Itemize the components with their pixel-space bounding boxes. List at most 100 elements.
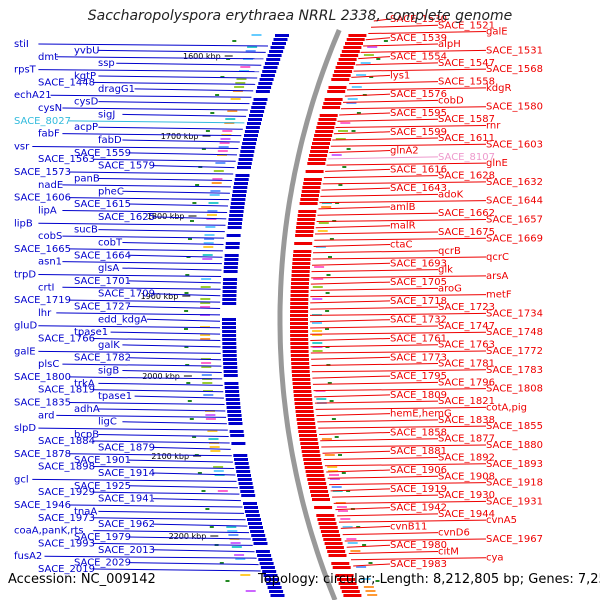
cds-block-right [325,546,344,549]
label-connector [128,459,233,463]
feature-block [230,98,241,100]
feature-block [245,50,256,52]
label-connector [316,218,487,222]
gene-label-right: SACE_1773 [390,352,447,363]
cds-block-left [233,454,248,457]
label-connector [353,68,487,72]
gene-label-right: SACE_1881 [390,446,447,457]
feature-block [205,226,216,228]
ring-dot [383,40,388,42]
cds-block-left [226,402,241,405]
gene-label-right: SACE_1644 [486,196,543,207]
label-connector [92,81,256,85]
label-connector [68,376,223,380]
label-connector [313,388,487,392]
cds-block-left [230,206,245,209]
feature-block [203,242,214,244]
label-connector [62,209,228,213]
feature-block [351,86,362,88]
gene-label-left: glsA [98,263,119,274]
cds-block-left [222,318,236,321]
label-connector [68,453,232,457]
label-connector [68,248,223,252]
gene-label-left: dragG1 [98,84,135,95]
gene-label-left: SACE_1979 [74,532,131,543]
label-connector [310,281,391,285]
gene-label-right: SACE_1772 [486,346,543,357]
gene-label-right: SACE_1747 [438,321,495,332]
feature-block [329,474,339,476]
cds-block-right [293,390,312,393]
cds-block-right [311,146,329,149]
label-connector [128,254,223,258]
cds-block-right [341,50,360,53]
cds-block-left [262,70,277,73]
feature-block [317,230,328,232]
gene-label-left: ard [38,410,54,421]
label-connector [346,87,487,91]
ring-dot [225,580,230,582]
cds-block-right [308,158,327,161]
gene-label-left: SACE_1898 [38,462,95,473]
gene-label-right: SACE_1603 [486,139,543,150]
cds-block-left [244,506,258,509]
label-connector [128,280,221,284]
cds-block-left [245,514,260,517]
label-connector [311,269,439,273]
feature-block [206,214,217,216]
label-connector [310,300,391,304]
label-connector [98,382,223,386]
gene-label-right: qcrC [486,252,509,263]
cds-block-left [222,286,237,289]
gene-label-right: SACE_1539 [390,33,447,44]
gene-label-left: cysD [74,97,99,108]
gene-label-right: citM [438,546,459,557]
label-connector [98,408,226,412]
gene-label-right: SACE_1693 [390,258,447,269]
cds-block-left [223,270,238,273]
cds-block-left [227,226,242,229]
cds-block-right [343,46,362,49]
feature-block [350,550,361,552]
feature-block [340,518,351,520]
tick-label: 1700 kbp [161,132,199,141]
feature-block [230,542,241,544]
label-connector [319,431,391,435]
cds-block-right [301,194,319,197]
map-title: Saccharopolyspora erythraea NRRL 2338, c… [87,8,513,24]
label-connector [339,112,391,116]
cds-block-right [290,314,308,317]
label-connector [317,419,439,423]
label-connector [38,69,260,73]
gene-label-right: SACE_1880 [486,440,543,451]
gene-label-right: SACE_1918 [486,478,543,489]
cds-block-right [307,162,326,165]
cds-block-left [243,138,257,141]
gene-label-right: SACE_1858 [390,427,447,438]
label-connector [309,319,391,323]
feature-block [321,206,332,208]
cds-block-left [236,470,251,473]
cds-block-left [253,98,268,101]
feature-block [235,82,246,84]
gene-label-right: SACE_1587 [438,114,495,125]
cds-block-right [316,126,335,129]
cds-block-right [340,586,359,589]
ring-dot [205,130,210,132]
cds-block-right [315,130,334,133]
cds-block-left [266,582,281,585]
cds-block-right [313,138,332,141]
cds-block-right [305,170,324,173]
cds-block-left [252,538,267,541]
label-connector [315,406,487,410]
label-connector [152,472,236,476]
cds-block-left [244,130,259,133]
gene-label-left: galK [98,340,120,351]
label-connector [38,43,269,47]
feature-block [312,298,323,300]
cds-block-left [227,414,242,417]
label-connector [312,375,391,379]
feature-block [201,366,212,368]
gene-label-left: SACE_1664 [74,250,131,261]
